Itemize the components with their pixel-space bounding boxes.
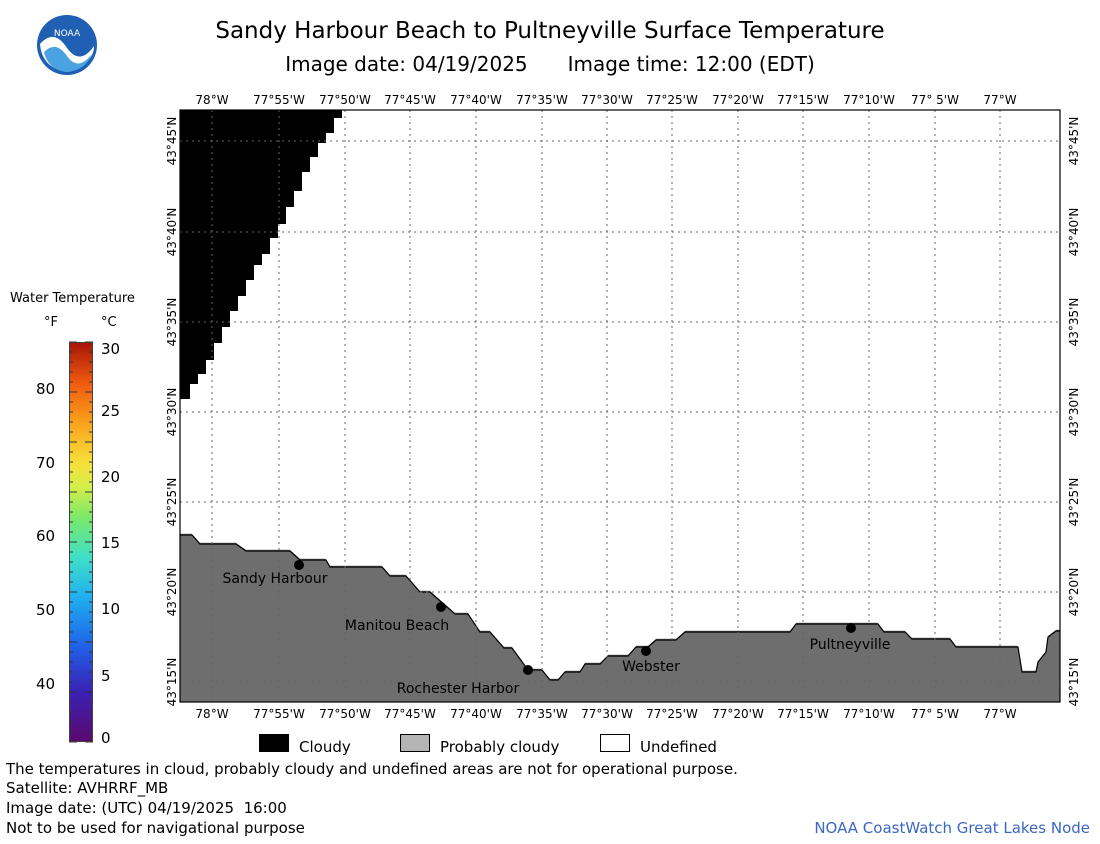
celsius-tick-label: 15	[101, 534, 121, 552]
page-title: Sandy Harbour Beach to Pultneyville Surf…	[215, 18, 885, 44]
image-date: Image date: 04/19/2025	[285, 52, 528, 76]
lat-label-left: 43°40'N	[165, 208, 179, 257]
lon-label-top: 77° 5'W	[911, 93, 959, 107]
lon-label-top: 77°10'W	[843, 93, 895, 107]
fahrenheit-tick-label: 40	[36, 675, 56, 693]
celsius-tick-label: 25	[101, 402, 121, 420]
lat-label-right: 43°15'N	[1067, 658, 1081, 707]
place-label: Rochester Harbor	[397, 681, 520, 697]
celsius-tick-label: 0	[101, 729, 111, 747]
lat-label-left: 43°15'N	[165, 658, 179, 707]
lon-label-top: 77°15'W	[777, 93, 829, 107]
place-marker	[846, 623, 856, 633]
lon-label-bottom: 77°40'W	[450, 707, 502, 721]
lat-label-left: 43°25'N	[165, 478, 179, 527]
lon-label-bottom: 77°30'W	[581, 707, 633, 721]
undefined-swatch	[600, 734, 630, 752]
celsius-tick-label: 20	[101, 468, 121, 486]
lon-label-bottom: 77°15'W	[777, 707, 829, 721]
lat-label-left: 43°35'N	[165, 298, 179, 347]
place-label: Manitou Beach	[345, 618, 449, 634]
lat-label-right: 43°45'N	[1067, 117, 1081, 166]
unit-celsius: °C	[101, 315, 117, 330]
probably-cloudy-label: Probably cloudy	[440, 738, 560, 756]
unit-fahrenheit: °F	[44, 315, 58, 330]
lon-label-bottom: 78°W	[195, 707, 228, 721]
image-datetime: Image date: 04/19/2025 Image time: 12:00 …	[0, 52, 1100, 76]
legend-title: Water Temperature	[10, 291, 135, 306]
logo-text: NOAA	[54, 29, 81, 39]
undefined-label: Undefined	[640, 738, 717, 756]
lon-label-bottom: 77°35'W	[516, 707, 568, 721]
place-marker	[641, 646, 651, 656]
lat-label-right: 43°25'N	[1067, 478, 1081, 527]
lat-label-left: 43°45'N	[165, 117, 179, 166]
lon-label-bottom: 77°25'W	[646, 707, 698, 721]
credit-label: NOAA CoastWatch Great Lakes Node	[814, 819, 1090, 837]
celsius-tick-label: 30	[101, 340, 121, 358]
celsius-tick-label: 10	[101, 600, 121, 618]
fahrenheit-tick-label: 60	[36, 527, 56, 545]
lon-label-top: 77°20'W	[712, 93, 764, 107]
lon-label-top: 77°50'W	[319, 93, 371, 107]
graticule	[180, 110, 1060, 702]
lat-label-left: 43°30'N	[165, 388, 179, 437]
place-marker	[294, 560, 304, 570]
place-label: Pultneyville	[810, 637, 891, 653]
lon-label-top: 77°40'W	[450, 93, 502, 107]
place-label: Webster	[622, 659, 680, 675]
probably-cloudy-swatch	[400, 734, 430, 752]
image-time: Image time: 12:00 (EDT)	[567, 52, 815, 76]
operational-note: The temperatures in cloud, probably clou…	[6, 760, 738, 778]
cloudy-label: Cloudy	[299, 738, 351, 756]
noaa-logo: NOAA	[37, 15, 97, 75]
fahrenheit-tick-label: 70	[36, 454, 56, 472]
lon-label-bottom: 77°55'W	[253, 707, 305, 721]
place-label: Sandy Harbour	[223, 571, 328, 587]
lon-label-bottom: 77°50'W	[319, 707, 371, 721]
lat-label-right: 43°35'N	[1067, 298, 1081, 347]
fahrenheit-tick-label: 80	[36, 380, 56, 398]
lon-label-top: 78°W	[195, 93, 228, 107]
utc-date-label: Image date: (UTC) 04/19/2025 16:00	[6, 799, 287, 817]
satellite-label: Satellite: AVHRRF_MB	[6, 779, 169, 797]
lat-label-right: 43°30'N	[1067, 388, 1081, 437]
lon-label-top: 77°25'W	[646, 93, 698, 107]
cloudy-region	[180, 110, 342, 399]
lon-label-top: 77°55'W	[253, 93, 305, 107]
place-marker	[436, 602, 446, 612]
place-marker	[523, 665, 533, 675]
colorbar-ticks	[69, 341, 93, 743]
land-region	[180, 533, 1060, 702]
lon-label-bottom: 77°10'W	[843, 707, 895, 721]
lon-label-bottom: 77° 5'W	[911, 707, 959, 721]
cloudy-swatch	[259, 734, 289, 752]
lon-label-top: 77°W	[983, 93, 1016, 107]
lon-label-bottom: 77°20'W	[712, 707, 764, 721]
celsius-tick-label: 5	[101, 667, 111, 685]
lon-label-top: 77°30'W	[581, 93, 633, 107]
map-frame	[179, 109, 1061, 703]
lat-label-left: 43°20'N	[165, 568, 179, 617]
lat-label-right: 43°20'N	[1067, 568, 1081, 617]
nav-warning: Not to be used for navigational purpose	[6, 819, 305, 837]
coastline	[180, 532, 1060, 679]
lon-label-top: 77°35'W	[516, 93, 568, 107]
lon-label-bottom: 77°W	[983, 707, 1016, 721]
lon-label-bottom: 77°45'W	[384, 707, 436, 721]
lat-label-right: 43°40'N	[1067, 208, 1081, 257]
lon-label-top: 77°45'W	[384, 93, 436, 107]
fahrenheit-tick-label: 50	[36, 601, 56, 619]
